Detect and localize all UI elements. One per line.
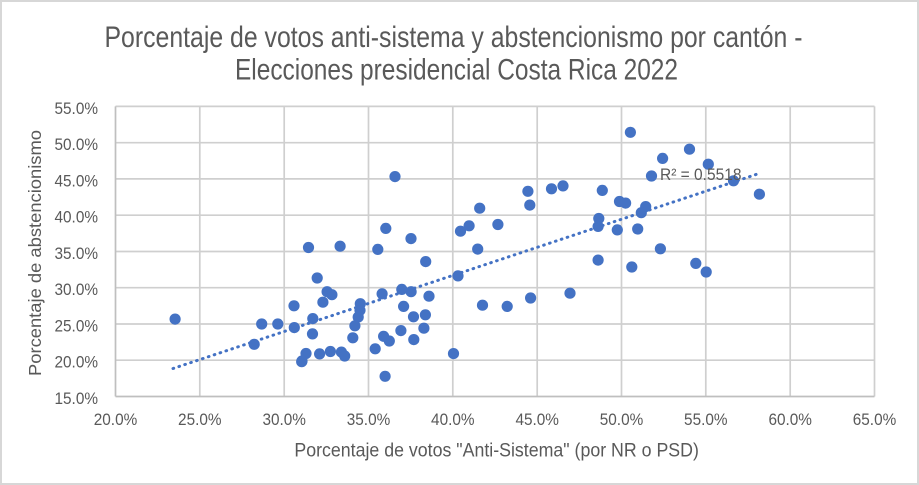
svg-text:30.0%: 30.0% (55, 281, 99, 299)
svg-text:55.0%: 55.0% (684, 411, 728, 429)
svg-text:15.0%: 15.0% (55, 390, 99, 408)
svg-text:Porcentaje de votos "Anti-Sist: Porcentaje de votos "Anti-Sistema" (por … (294, 439, 699, 461)
svg-text:30.0%: 30.0% (262, 411, 306, 429)
svg-text:45.0%: 45.0% (515, 411, 559, 429)
svg-text:50.0%: 50.0% (600, 411, 644, 429)
svg-text:40.0%: 40.0% (55, 209, 99, 227)
svg-text:Elecciones presidencial Costa: Elecciones presidencial Costa Rica 2022 (235, 53, 678, 86)
svg-text:45.0%: 45.0% (55, 172, 99, 190)
svg-text:55.0%: 55.0% (55, 100, 99, 118)
svg-text:40.0%: 40.0% (431, 411, 475, 429)
svg-text:60.0%: 60.0% (768, 411, 812, 429)
svg-text:20.0%: 20.0% (94, 411, 138, 429)
svg-text:25.0%: 25.0% (178, 411, 222, 429)
svg-text:35.0%: 35.0% (55, 245, 99, 263)
svg-text:65.0%: 65.0% (853, 411, 897, 429)
svg-text:Porcentaje de abstencionismo: Porcentaje de abstencionismo (25, 130, 45, 376)
svg-text:50.0%: 50.0% (55, 136, 99, 154)
svg-text:20.0%: 20.0% (55, 354, 99, 372)
svg-text:25.0%: 25.0% (55, 318, 99, 336)
svg-text:Porcentaje de votos anti-siste: Porcentaje de votos anti-sistema y abste… (105, 21, 803, 54)
svg-text:35.0%: 35.0% (347, 411, 391, 429)
svg-text:R² = 0.5518: R² = 0.5518 (660, 166, 742, 184)
